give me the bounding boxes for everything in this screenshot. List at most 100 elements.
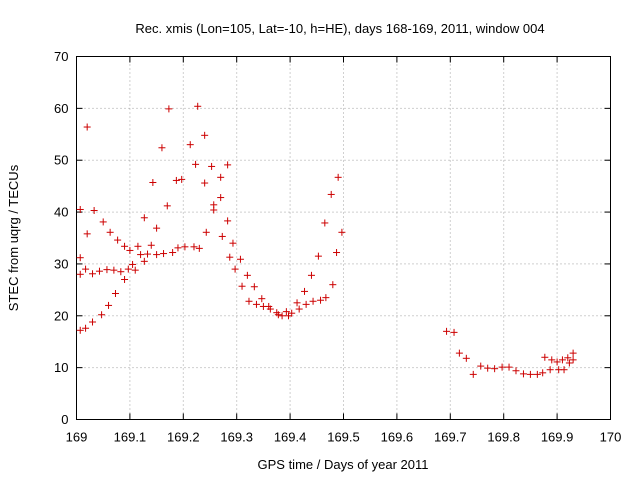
data-point (224, 161, 232, 169)
data-point (569, 349, 577, 357)
data-point (137, 251, 145, 259)
data-point (90, 207, 98, 215)
data-point (288, 309, 296, 317)
data-point (317, 296, 325, 304)
data-point (546, 366, 554, 374)
data-point (338, 228, 346, 236)
data-point (172, 176, 180, 184)
data-point (202, 228, 210, 236)
y-tick-label: 0 (61, 412, 68, 427)
data-point (147, 241, 155, 249)
x-tick-label: 169.3 (220, 430, 253, 445)
data-point (274, 311, 282, 319)
data-point (89, 318, 97, 326)
data-point (110, 266, 118, 274)
data-point (89, 270, 97, 278)
x-tick-label: 169.2 (167, 430, 200, 445)
data-point (322, 294, 330, 302)
x-tick-label: 169.1 (114, 430, 147, 445)
data-point (192, 160, 200, 168)
data-point (95, 267, 103, 275)
data-point (526, 370, 534, 378)
data-point (181, 243, 189, 251)
data-point (243, 271, 251, 279)
data-point (201, 179, 209, 187)
data-point (124, 265, 132, 273)
data-point (186, 141, 194, 149)
data-point (558, 356, 566, 364)
data-point (117, 268, 125, 276)
data-point (484, 364, 492, 372)
x-tick-label: 169.8 (487, 430, 520, 445)
data-point (238, 282, 246, 290)
data-point (149, 179, 157, 187)
data-point (236, 255, 244, 263)
data-point (195, 244, 203, 252)
chart-title: Rec. xmis (Lon=105, Lat=-10, h=HE), days… (135, 21, 544, 36)
data-point (131, 266, 139, 274)
data-points (76, 102, 577, 378)
x-tick-label: 169.6 (381, 430, 414, 445)
data-point (564, 354, 572, 362)
plot-frame (76, 56, 611, 420)
x-tick-label: 169.5 (327, 430, 360, 445)
data-point (76, 254, 84, 262)
data-point (218, 232, 226, 240)
data-point (293, 299, 301, 307)
data-point (541, 353, 549, 361)
data-point (158, 144, 166, 152)
data-point (224, 217, 232, 225)
data-point (309, 297, 317, 305)
data-point (169, 249, 177, 257)
data-point (76, 270, 84, 278)
data-point (491, 365, 499, 373)
data-point (83, 230, 91, 238)
data-point (103, 266, 111, 274)
data-point (111, 289, 119, 297)
data-point (153, 224, 161, 232)
x-tick-label: 169 (66, 430, 88, 445)
data-point (174, 244, 182, 252)
data-point (210, 201, 218, 209)
data-point (165, 105, 173, 113)
data-point (229, 239, 237, 247)
data-point (302, 300, 310, 308)
data-point (278, 312, 286, 320)
data-point (76, 205, 84, 213)
data-point (140, 214, 148, 222)
data-point (477, 362, 485, 370)
x-axis-ticks: 169 169.1 169.2 169.3 169.4 169.5 169.6 169.7 16… (66, 56, 622, 445)
data-point (462, 354, 470, 362)
data-point (231, 265, 239, 273)
data-point (252, 300, 260, 308)
data-point (83, 123, 91, 131)
data-point (443, 327, 451, 335)
data-point (314, 252, 322, 260)
data-point (519, 370, 527, 378)
y-tick-label: 60 (54, 101, 68, 116)
y-axis-ticks: 0 10 20 30 40 50 60 70 (54, 49, 611, 427)
data-point (194, 102, 202, 110)
y-tick-label: 30 (54, 256, 68, 271)
data-point (190, 243, 198, 251)
data-point (98, 311, 106, 319)
data-point (208, 162, 216, 170)
y-tick-label: 50 (54, 153, 68, 168)
data-point (121, 275, 129, 283)
data-point (153, 251, 161, 259)
x-tick-label: 170 (600, 430, 622, 445)
data-point (226, 253, 234, 261)
data-point (99, 218, 107, 226)
data-point (134, 242, 142, 250)
data-point (505, 363, 513, 371)
x-tick-label: 169.4 (274, 430, 307, 445)
data-point (129, 260, 137, 268)
data-point (548, 356, 556, 364)
data-point (498, 363, 506, 371)
data-point (178, 175, 186, 183)
data-point (533, 370, 541, 378)
data-point (321, 219, 329, 227)
data-point (469, 370, 477, 378)
